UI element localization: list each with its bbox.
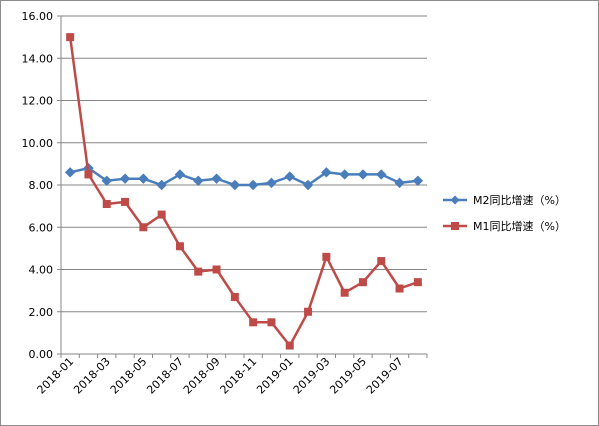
data-point	[413, 278, 422, 287]
series-group	[64, 33, 424, 350]
data-point	[139, 223, 148, 232]
data-point	[267, 318, 276, 327]
data-point	[358, 278, 367, 287]
data-point	[156, 179, 167, 191]
y-tick-label: 6.00	[29, 221, 54, 234]
axes	[57, 15, 428, 358]
data-point	[66, 33, 75, 42]
series-m2	[64, 162, 424, 191]
x-tick-label: 2019-07	[364, 355, 406, 397]
legend-item: M2同比增速（%）	[443, 193, 566, 207]
data-point	[249, 318, 258, 327]
data-point	[175, 242, 184, 251]
x-tick-label: 2018-07	[144, 355, 186, 397]
legend-marker	[451, 222, 459, 230]
data-point	[412, 175, 424, 186]
data-point	[64, 167, 76, 178]
legend-item: M1同比增速（%）	[443, 219, 566, 233]
data-point	[377, 257, 386, 266]
data-point	[157, 210, 166, 219]
series-line	[68, 36, 419, 347]
data-point	[211, 173, 222, 184]
y-tick-label: 4.00	[29, 264, 54, 277]
x-tick-label: 2018-01	[35, 355, 77, 397]
y-tick-label: 8.00	[29, 179, 54, 192]
data-point	[321, 167, 332, 178]
y-tick-label: 16.00	[22, 10, 54, 23]
y-tick-label: 10.00	[22, 137, 54, 150]
data-point	[121, 197, 130, 206]
data-point	[174, 169, 186, 180]
data-point	[194, 267, 203, 276]
data-point	[212, 265, 221, 274]
data-point	[394, 177, 405, 189]
data-point	[322, 252, 331, 261]
data-point	[339, 169, 350, 180]
data-point	[304, 307, 313, 316]
y-tick-label: 0.00	[29, 348, 54, 361]
legend-label: M1同比增速（%）	[473, 219, 566, 233]
x-tick-label: 2018-09	[181, 355, 223, 397]
gridlines	[61, 15, 427, 313]
y-tick-label: 12.00	[22, 95, 54, 108]
data-point	[102, 200, 111, 209]
legend: M2同比增速（%） M1同比增速（%）	[443, 193, 566, 233]
x-tick-label: 2018-03	[71, 355, 113, 397]
y-tick-label: 14.00	[22, 52, 54, 65]
data-point	[119, 173, 131, 184]
data-point	[340, 288, 349, 297]
data-point	[138, 173, 149, 184]
x-tick-label: 2018-05	[108, 355, 150, 397]
series-m1	[66, 33, 422, 350]
data-point	[284, 171, 295, 182]
y-axis-tick-labels: 0.00 2.00 4.00 6.00 8.00 10.00 12.00 14.00 16.00	[22, 10, 54, 361]
data-point	[247, 179, 259, 191]
data-point	[101, 175, 112, 186]
data-point	[266, 177, 277, 189]
data-point	[229, 179, 241, 191]
data-point	[395, 284, 404, 293]
data-point	[230, 292, 239, 301]
y-tick-label: 2.00	[29, 306, 54, 319]
x-tick-label: 2018-11	[218, 355, 260, 397]
data-point	[302, 179, 314, 191]
legend-marker	[450, 195, 460, 205]
data-point	[84, 170, 93, 179]
x-tick-label: 2019-05	[327, 355, 369, 397]
legend-label: M2同比增速（%）	[473, 193, 566, 207]
x-tick-label: 2019-01	[254, 355, 296, 397]
data-point	[376, 169, 387, 180]
data-point	[357, 169, 369, 180]
x-axis-tick-labels: 2018-012018-032018-052018-072018-092018-…	[35, 355, 406, 397]
data-point	[193, 175, 204, 186]
data-point	[285, 341, 294, 350]
x-tick-label: 2019-03	[291, 355, 333, 397]
